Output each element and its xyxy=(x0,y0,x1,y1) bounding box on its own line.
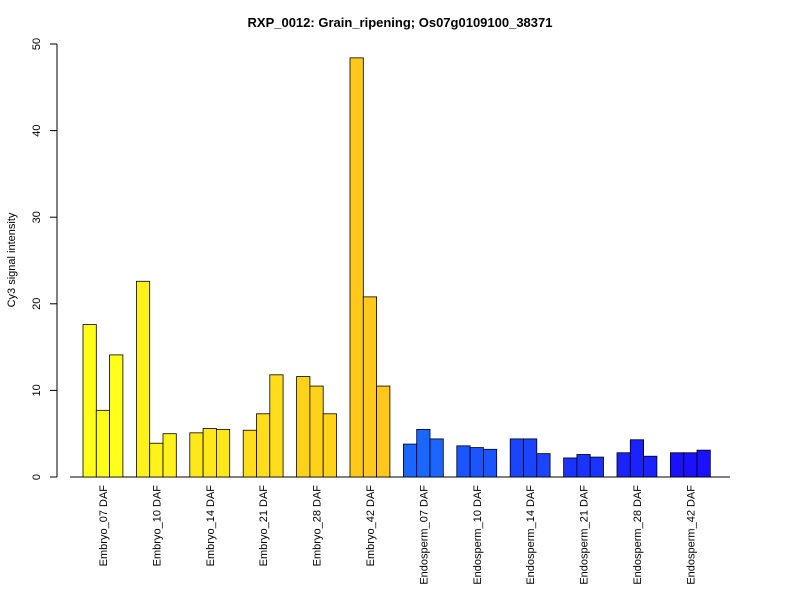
bars xyxy=(82,57,711,478)
bar xyxy=(469,447,484,478)
y-tick-label: 30 xyxy=(31,211,43,223)
y-tick-label: 10 xyxy=(31,384,43,396)
bar xyxy=(109,354,124,478)
bar xyxy=(670,452,685,478)
bar xyxy=(482,448,498,478)
bar xyxy=(149,442,164,478)
bar xyxy=(189,432,204,478)
bar xyxy=(616,452,631,478)
bar xyxy=(589,456,604,478)
bar xyxy=(242,429,257,478)
bar xyxy=(416,428,431,478)
bar xyxy=(429,438,444,478)
y-tick-label: 40 xyxy=(31,124,43,136)
x-axis: Embryo_07 DAF Embryo_10 DAF Embryo_14 DAF E… xyxy=(70,476,730,585)
bar xyxy=(215,428,231,478)
bar xyxy=(696,449,711,478)
bar xyxy=(376,385,391,478)
bar xyxy=(563,457,578,478)
bar xyxy=(523,438,538,478)
bar xyxy=(95,409,111,478)
bar xyxy=(309,385,324,478)
x-tick-label: Embryo_14 DAF xyxy=(205,485,217,567)
x-tick-label: Endosperm_10 DAF xyxy=(472,485,484,585)
x-tick-label: Endosperm_07 DAF xyxy=(418,485,430,585)
x-tick-label: Endosperm_42 DAF xyxy=(685,485,697,585)
y-tick-label: 0 xyxy=(31,474,43,480)
bar xyxy=(269,374,284,478)
bar xyxy=(509,438,524,478)
chart-title: RXP_0012: Grain_ripening; Os07g0109100_3… xyxy=(248,15,553,30)
y-axis: 0 10 20 30 40 50 xyxy=(31,38,58,480)
y-axis-label: Cy3 signal intensity xyxy=(6,212,18,307)
x-tick-label: Embryo_10 DAF xyxy=(151,485,163,567)
x-tick-label: Embryo_42 DAF xyxy=(365,485,377,567)
y-tick-label: 50 xyxy=(31,38,43,50)
x-tick-label: Embryo_28 DAF xyxy=(312,485,324,567)
bar xyxy=(402,443,418,478)
bar xyxy=(536,453,551,478)
bar xyxy=(362,296,377,478)
bar xyxy=(322,413,337,478)
bar xyxy=(349,57,364,478)
bar xyxy=(683,452,698,478)
bar xyxy=(135,280,151,478)
x-tick-label: Endosperm_14 DAF xyxy=(525,485,537,585)
x-tick-label: Embryo_21 DAF xyxy=(258,485,270,567)
x-tick-label: Endosperm_21 DAF xyxy=(579,485,591,585)
x-tick-label: Endosperm_28 DAF xyxy=(632,485,644,585)
y-tick-label: 20 xyxy=(31,298,43,310)
x-tick-label: Embryo_07 DAF xyxy=(98,485,110,567)
bar xyxy=(643,455,658,478)
bar xyxy=(629,439,644,478)
bar xyxy=(82,324,97,478)
bar xyxy=(576,454,591,478)
bar xyxy=(162,433,177,478)
bar xyxy=(456,445,471,478)
bar xyxy=(202,428,217,478)
bar xyxy=(296,376,311,478)
bar xyxy=(256,413,271,478)
